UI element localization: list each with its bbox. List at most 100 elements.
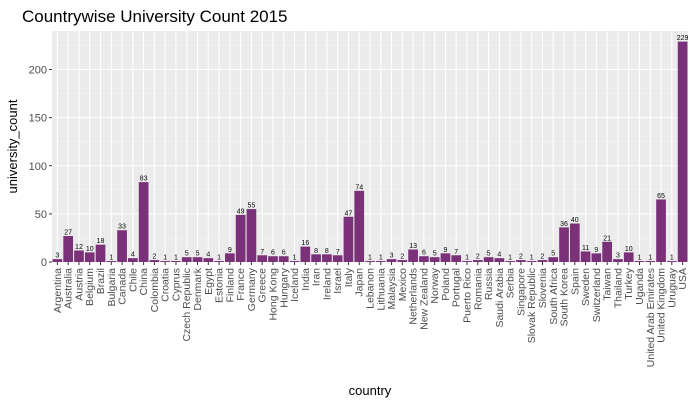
y-tick-label: 200	[29, 65, 47, 77]
y-tick-label: 50	[35, 209, 47, 221]
x-tick-label: Uruguay	[666, 267, 678, 307]
data-label: 6	[422, 250, 426, 257]
bar	[235, 214, 246, 262]
bar	[559, 227, 569, 262]
x-tick-label: Cyprus	[170, 268, 182, 301]
bar	[343, 216, 354, 262]
x-tick-label: Turkey	[623, 267, 635, 299]
x-tick-label: South Korea	[559, 268, 571, 327]
data-label: 13	[409, 243, 417, 250]
bar	[516, 260, 526, 262]
x-tick-label: Australia	[63, 268, 75, 309]
bar	[365, 261, 375, 262]
x-tick-label: Finland	[224, 268, 236, 303]
data-label: 5	[487, 251, 491, 258]
data-label: 5	[433, 251, 437, 258]
y-tick-label: 100	[29, 161, 47, 173]
bar	[268, 256, 278, 262]
x-tick-label: Belgium	[84, 268, 96, 306]
x-tick-label: United Arab Emirates	[645, 268, 657, 367]
bar	[419, 256, 429, 262]
bar	[429, 257, 440, 262]
bar	[311, 254, 321, 262]
x-tick-label: France	[235, 268, 247, 301]
data-label: 5	[551, 251, 555, 258]
x-tick-label: Czech Republic	[181, 268, 193, 342]
bar	[225, 253, 235, 262]
x-tick-label: Lebanon	[365, 268, 377, 309]
data-label: 4	[206, 252, 210, 259]
bar	[375, 261, 386, 262]
bar	[645, 261, 656, 262]
x-tick-label: Thailand	[612, 268, 624, 308]
y-axis: 0 50 100 150 200	[29, 65, 52, 269]
data-label: 9	[228, 247, 232, 254]
bar	[138, 182, 149, 262]
data-label: 2	[476, 254, 480, 261]
bar	[494, 258, 505, 262]
bar	[278, 256, 289, 262]
data-label: 1	[508, 255, 512, 262]
chart-title: Countrywise University Count 2015	[22, 7, 288, 26]
data-label: 7	[336, 249, 340, 256]
bar	[408, 249, 418, 262]
bar	[462, 261, 472, 262]
data-label: 9	[444, 247, 448, 254]
x-tick-label: Chile	[127, 268, 139, 292]
data-label: 1	[638, 255, 642, 262]
x-tick-label: Puerto Rico	[462, 268, 474, 323]
bar	[613, 259, 623, 262]
data-label: 83	[140, 176, 148, 183]
data-label: 1	[648, 255, 652, 262]
x-tick-label: Hungary	[278, 267, 290, 307]
x-tick-label: Uganda	[634, 268, 646, 305]
data-label: 1	[217, 255, 221, 262]
bar	[634, 261, 645, 262]
y-tick-label: 150	[29, 113, 47, 125]
data-label: 21	[603, 235, 611, 242]
data-label: 10	[86, 246, 94, 253]
bar	[451, 255, 462, 262]
data-label: 3	[390, 253, 394, 260]
x-tick-label: Italy	[343, 267, 355, 287]
bar	[246, 209, 257, 262]
x-tick-label: Greece	[257, 268, 269, 303]
data-label: 4	[497, 252, 501, 259]
x-tick-label: Bulgaria	[106, 268, 118, 307]
x-tick-label: Poland	[440, 268, 452, 301]
x-tick-label: Denmark	[192, 267, 204, 310]
x-tick-label: Canada	[117, 268, 129, 305]
x-tick-label: Argentina	[52, 268, 64, 313]
x-tick-label: Estonia	[214, 268, 226, 303]
bar	[95, 244, 106, 262]
data-label: 2	[519, 254, 523, 261]
bar	[322, 254, 332, 262]
bar	[214, 261, 224, 262]
bar	[386, 259, 397, 262]
data-label: 16	[301, 240, 309, 247]
bar	[106, 261, 117, 262]
data-label: 8	[314, 248, 318, 255]
bar	[160, 261, 171, 262]
x-tick-label: Romania	[472, 268, 484, 310]
bar	[472, 260, 483, 262]
bar	[181, 257, 192, 262]
x-tick-label: Colombia	[149, 268, 161, 313]
data-label: 9	[594, 247, 598, 254]
bar	[289, 261, 300, 262]
data-label: 7	[454, 249, 458, 256]
data-label: 2	[541, 254, 545, 261]
bar	[666, 261, 677, 262]
y-axis-title: university_count	[5, 99, 20, 193]
data-label: 2	[400, 254, 404, 261]
x-tick-label: Germany	[246, 267, 258, 311]
data-label: 4	[131, 252, 135, 259]
data-label: 1	[530, 255, 534, 262]
x-tick-label: Taiwan	[602, 268, 614, 301]
x-tick-label: Norway	[429, 267, 441, 303]
data-label: 49	[237, 208, 245, 215]
x-tick-label: Iran	[311, 268, 323, 286]
bar	[526, 261, 537, 262]
bar	[257, 255, 268, 262]
data-label: 6	[271, 250, 275, 257]
